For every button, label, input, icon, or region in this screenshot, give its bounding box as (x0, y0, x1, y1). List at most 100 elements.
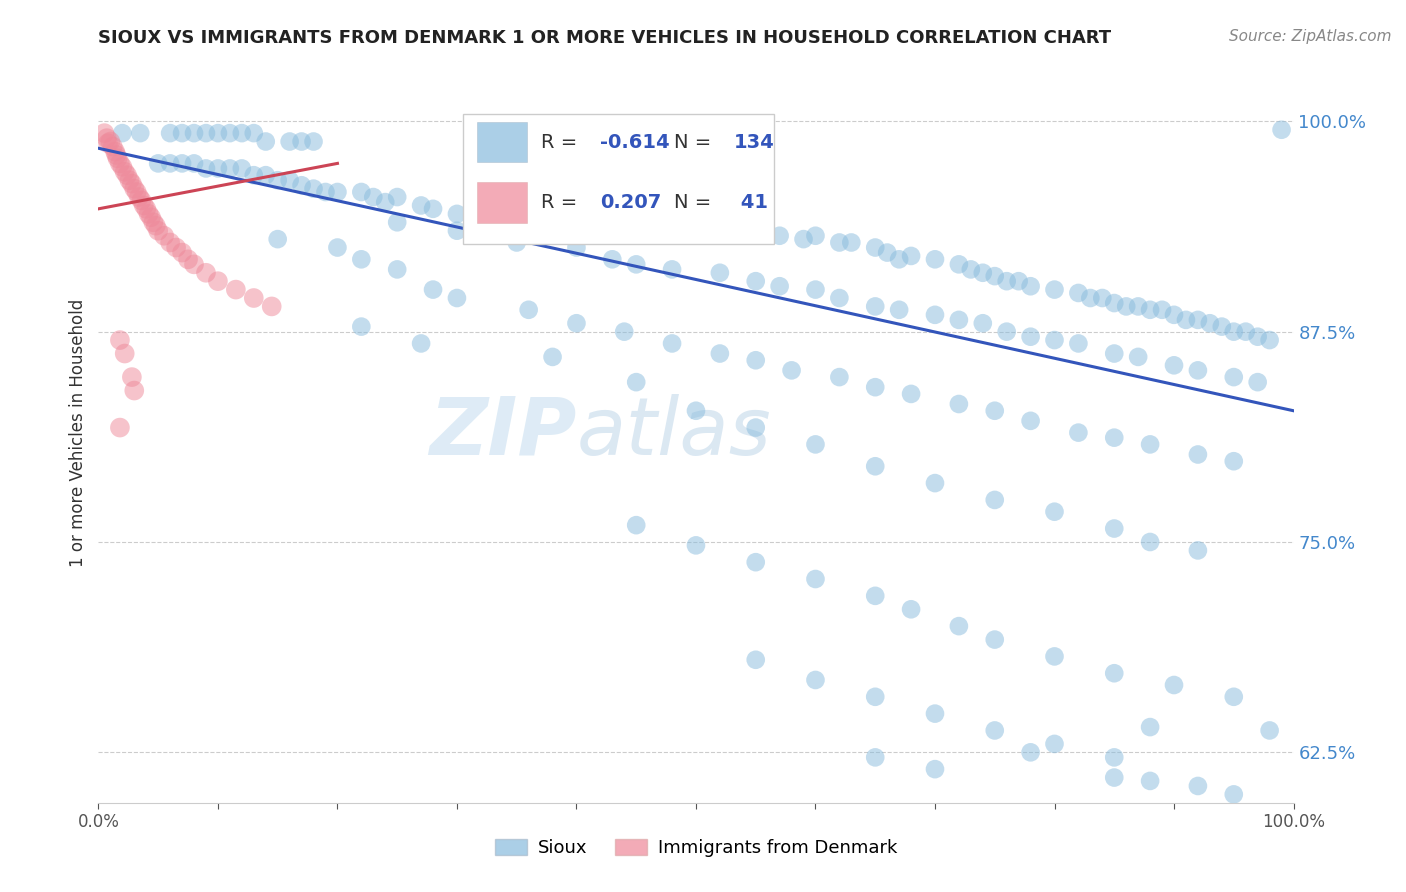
Point (626, 518, 648, 533)
Point (972, 316, 994, 330)
Point (183, 156, 205, 170)
Point (108, 420, 131, 434)
Point (207, 274, 229, 288)
Point (924, 476, 946, 491)
Point (793, 232, 815, 246)
Point (350, 185, 373, 199)
Point (118, 173, 141, 187)
Point (984, 632, 1007, 647)
Point (1128, 300, 1150, 314)
Point (1187, 448, 1209, 462)
Point (1091, 291, 1114, 305)
Point (481, 190, 505, 204)
Point (1152, 302, 1174, 317)
Point (541, 350, 564, 364)
Point (661, 336, 683, 351)
Point (139, 211, 162, 225)
Point (207, 161, 229, 176)
Point (1104, 346, 1126, 360)
Point (243, 126, 266, 140)
Point (1019, 414, 1042, 428)
Point (841, 235, 863, 250)
Y-axis label: 1 or more Vehicles in Household: 1 or more Vehicles in Household (69, 299, 87, 566)
Point (900, 387, 922, 401)
Point (172, 126, 194, 140)
Point (1187, 363, 1209, 377)
Point (1139, 302, 1161, 317)
Point (924, 252, 946, 267)
Point (1104, 296, 1126, 310)
Text: atlas: atlas (576, 393, 772, 472)
Point (745, 353, 768, 368)
Point (124, 384, 146, 398)
Point (1043, 283, 1066, 297)
Point (385, 190, 409, 204)
Point (1043, 333, 1066, 347)
Point (142, 215, 165, 229)
Point (97, 136, 120, 151)
Point (411, 336, 433, 351)
Point (135, 202, 157, 216)
Point (105, 148, 128, 162)
Point (302, 181, 325, 195)
Point (195, 161, 218, 176)
Point (114, 346, 136, 360)
Point (231, 126, 253, 140)
Text: Source: ZipAtlas.com: Source: ZipAtlas.com (1229, 29, 1392, 44)
Point (900, 249, 922, 263)
Point (183, 126, 205, 140)
Point (745, 555, 768, 569)
Point (153, 228, 176, 243)
Point (385, 262, 409, 277)
Point (165, 240, 187, 254)
Point (132, 198, 155, 212)
Point (129, 126, 152, 140)
Point (243, 291, 266, 305)
Point (1187, 543, 1209, 558)
Point (243, 168, 266, 182)
FancyBboxPatch shape (463, 114, 773, 244)
Point (291, 178, 314, 193)
Point (145, 219, 167, 233)
Point (745, 224, 768, 238)
Point (745, 274, 768, 288)
Text: N =: N = (675, 133, 718, 152)
Point (626, 375, 648, 389)
Point (948, 397, 970, 411)
Point (1128, 350, 1150, 364)
Point (804, 437, 827, 451)
Point (1104, 666, 1126, 681)
Point (104, 145, 127, 159)
Point (865, 459, 887, 474)
Point (1187, 313, 1209, 327)
Point (225, 283, 247, 297)
Point (1067, 285, 1090, 300)
Point (131, 194, 153, 208)
Point (121, 177, 143, 191)
Point (1104, 431, 1126, 445)
Point (159, 235, 181, 250)
Point (115, 168, 138, 182)
Text: SIOUX VS IMMIGRANTS FROM DENMARK 1 OR MORE VEHICLES IN HOUSEHOLD CORRELATION CHA: SIOUX VS IMMIGRANTS FROM DENMARK 1 OR MO… (98, 29, 1112, 46)
Point (159, 156, 181, 170)
Point (613, 325, 636, 339)
Point (422, 283, 444, 297)
Point (326, 240, 349, 254)
Point (128, 190, 150, 204)
Point (315, 185, 337, 199)
Point (780, 363, 803, 377)
Point (1223, 788, 1246, 802)
Point (93, 126, 115, 140)
Point (326, 185, 349, 199)
Point (768, 228, 790, 243)
Point (876, 245, 898, 260)
Point (828, 291, 851, 305)
Point (565, 240, 588, 254)
Point (183, 257, 205, 271)
Point (972, 266, 994, 280)
Text: -0.614: -0.614 (600, 133, 671, 152)
Point (1139, 773, 1161, 788)
Point (889, 302, 911, 317)
Point (541, 202, 564, 216)
Point (1115, 300, 1137, 314)
